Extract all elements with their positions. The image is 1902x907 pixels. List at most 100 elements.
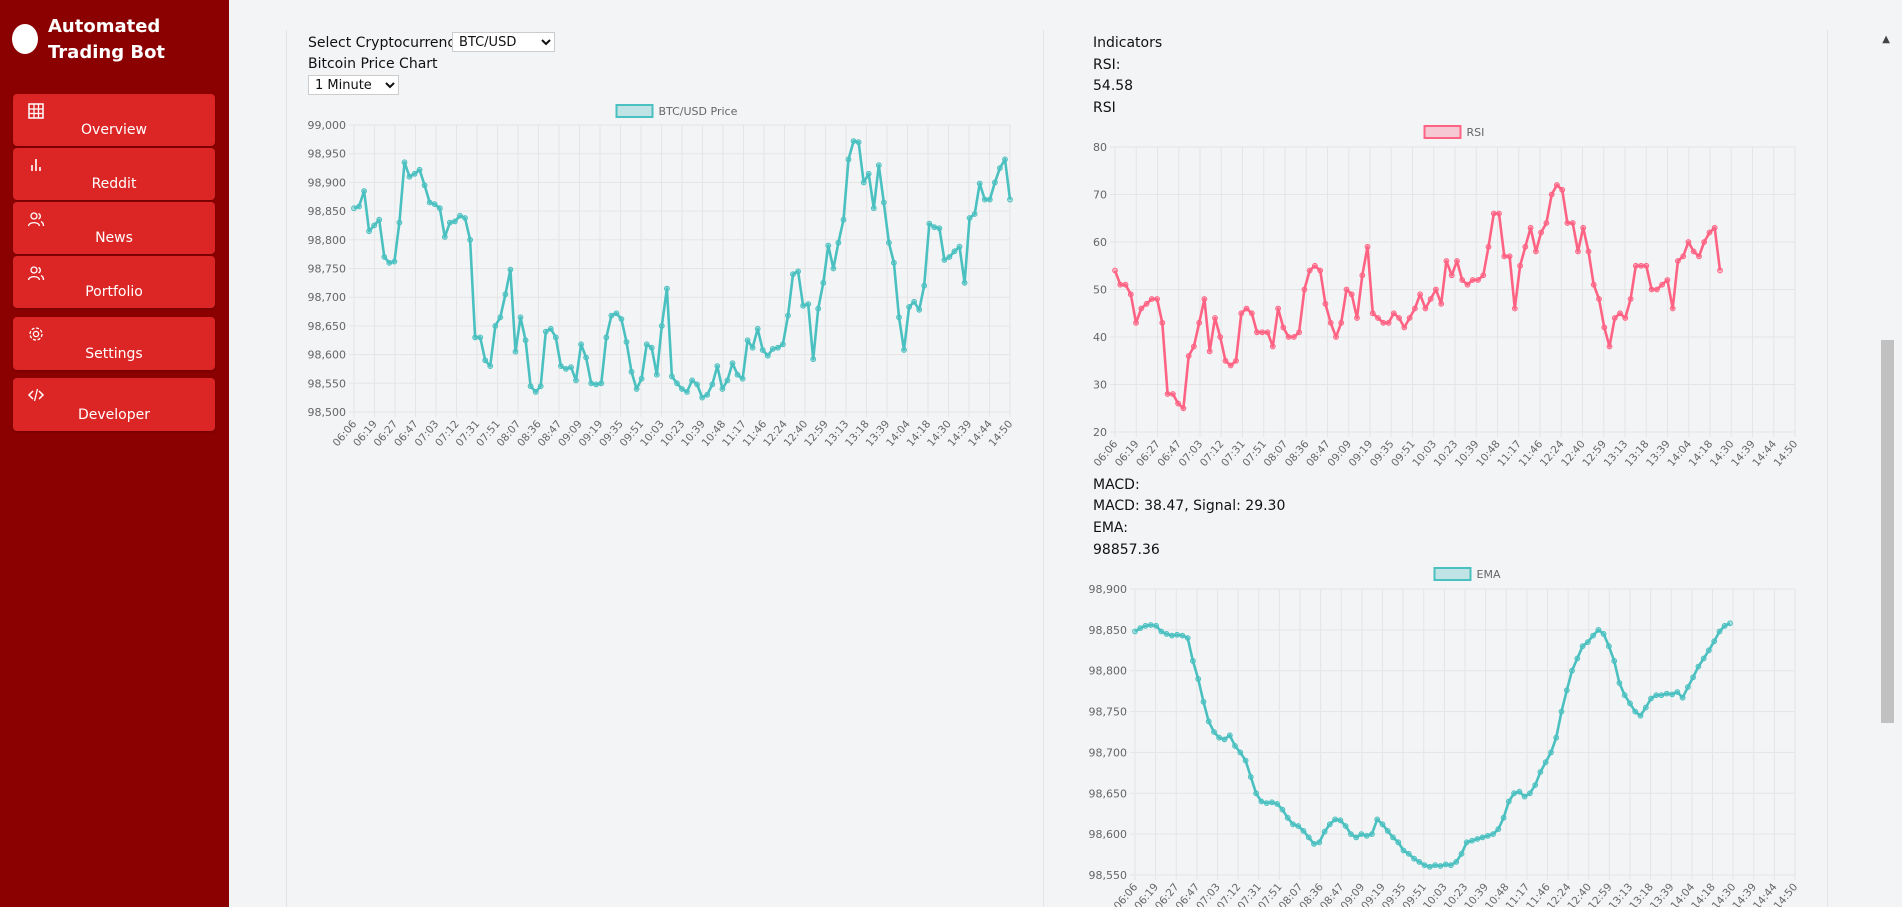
data-point[interactable] <box>1517 262 1524 269</box>
data-point[interactable] <box>547 325 554 332</box>
data-point[interactable] <box>1559 186 1566 193</box>
data-point[interactable] <box>1463 839 1470 846</box>
data-point[interactable] <box>815 305 822 312</box>
data-point[interactable] <box>845 156 852 163</box>
data-point[interactable] <box>537 383 544 390</box>
data-point[interactable] <box>1616 680 1623 686</box>
data-point[interactable] <box>1290 821 1296 828</box>
data-point[interactable] <box>421 182 428 189</box>
data-point[interactable] <box>1696 253 1702 260</box>
data-point[interactable] <box>941 257 948 263</box>
data-point[interactable] <box>1254 329 1260 336</box>
data-point[interactable] <box>1690 674 1696 681</box>
data-point[interactable] <box>356 203 362 210</box>
data-point[interactable] <box>1284 814 1291 821</box>
data-point[interactable] <box>1305 834 1312 841</box>
data-point[interactable] <box>1527 224 1534 231</box>
data-point[interactable] <box>1175 400 1181 407</box>
data-point[interactable] <box>896 314 902 321</box>
data-point[interactable] <box>1454 258 1460 264</box>
data-point[interactable] <box>1295 823 1302 829</box>
data-point[interactable] <box>1385 319 1392 326</box>
data-point[interactable] <box>981 196 988 203</box>
data-point[interactable] <box>351 205 357 212</box>
data-point[interactable] <box>1475 277 1481 283</box>
data-point[interactable] <box>1279 806 1286 813</box>
data-point[interactable] <box>699 394 706 401</box>
data-point[interactable] <box>1580 224 1587 231</box>
data-point[interactable] <box>598 380 605 387</box>
data-point[interactable] <box>961 279 968 286</box>
data-point[interactable] <box>1237 749 1244 756</box>
data-point[interactable] <box>1421 862 1428 869</box>
data-point[interactable] <box>487 363 494 370</box>
data-point[interactable] <box>835 239 842 246</box>
data-point[interactable] <box>1143 300 1150 307</box>
data-point[interactable] <box>840 216 847 223</box>
data-point[interactable] <box>406 173 413 180</box>
data-point[interactable] <box>1606 343 1613 350</box>
data-point[interactable] <box>1264 329 1271 336</box>
data-point[interactable] <box>1516 788 1523 795</box>
data-point[interactable] <box>1538 229 1545 236</box>
data-point[interactable] <box>1658 692 1665 699</box>
data-point[interactable] <box>780 341 786 348</box>
data-point[interactable] <box>401 159 408 166</box>
data-point[interactable] <box>1216 734 1223 741</box>
data-point[interactable] <box>1164 391 1171 397</box>
data-point[interactable] <box>1674 689 1681 695</box>
data-point[interactable] <box>1564 220 1571 226</box>
data-point[interactable] <box>1375 315 1381 321</box>
data-point[interactable] <box>704 391 711 398</box>
data-point[interactable] <box>1411 855 1418 862</box>
data-point[interactable] <box>1200 698 1207 705</box>
data-point[interactable] <box>769 346 776 352</box>
data-point[interactable] <box>1601 324 1608 331</box>
data-point[interactable] <box>361 188 367 194</box>
data-point[interactable] <box>1332 816 1339 823</box>
data-point[interactable] <box>1595 627 1602 633</box>
data-point[interactable] <box>1312 262 1318 269</box>
data-point[interactable] <box>1727 620 1733 627</box>
data-point[interactable] <box>1180 405 1187 412</box>
data-point[interactable] <box>1321 828 1328 835</box>
data-point[interactable] <box>386 259 393 266</box>
data-point[interactable] <box>1007 196 1013 203</box>
data-point[interactable] <box>1548 749 1554 756</box>
data-point[interactable] <box>1242 757 1249 764</box>
data-point[interactable] <box>1384 828 1391 834</box>
data-point[interactable] <box>1464 281 1471 288</box>
data-point[interactable] <box>936 225 943 232</box>
data-point[interactable] <box>1191 343 1197 350</box>
data-point[interactable] <box>1679 694 1686 701</box>
data-point[interactable] <box>527 383 534 390</box>
data-point[interactable] <box>426 199 433 206</box>
data-point[interactable] <box>1584 639 1591 645</box>
data-point[interactable] <box>1637 712 1644 719</box>
data-point[interactable] <box>558 363 564 370</box>
data-point[interactable] <box>497 314 504 321</box>
data-point[interactable] <box>1184 635 1191 641</box>
data-point[interactable] <box>623 339 630 345</box>
data-point[interactable] <box>992 179 998 186</box>
sidebar-item-portfolio[interactable]: Portfolio <box>13 256 215 308</box>
data-point[interactable] <box>1406 315 1413 321</box>
data-point[interactable] <box>1484 832 1491 839</box>
data-point[interactable] <box>1627 296 1634 302</box>
data-point[interactable] <box>1627 700 1633 707</box>
data-point[interactable] <box>971 211 978 217</box>
data-point[interactable] <box>1196 319 1203 326</box>
data-point[interactable] <box>1427 296 1434 302</box>
data-point[interactable] <box>1690 248 1697 255</box>
crypto-select[interactable]: BTC/USD <box>452 32 555 52</box>
data-point[interactable] <box>724 377 731 384</box>
data-point[interactable] <box>1280 324 1287 331</box>
data-point[interactable] <box>391 258 398 265</box>
data-point[interactable] <box>1459 277 1466 283</box>
data-point[interactable] <box>1285 334 1292 340</box>
data-point[interactable] <box>860 179 867 186</box>
data-point[interactable] <box>800 302 807 309</box>
data-point[interactable] <box>1400 847 1407 854</box>
data-point[interactable] <box>573 377 579 384</box>
legend-swatch[interactable] <box>615 104 654 118</box>
